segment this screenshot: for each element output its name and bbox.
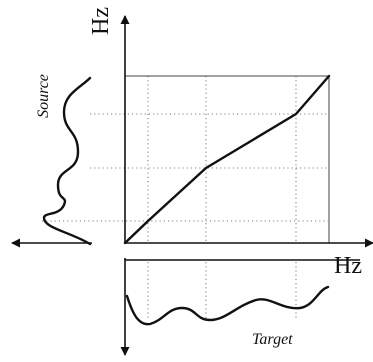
source-label: Source xyxy=(35,74,52,118)
target-spectrum-curve xyxy=(125,285,330,326)
plot-frame xyxy=(125,75,330,243)
target-label: Target xyxy=(252,331,293,348)
y-axis-label: Hz xyxy=(88,7,114,35)
warping-function-curve xyxy=(123,74,331,245)
x-axis-label: Hz xyxy=(334,253,362,279)
grid-lines xyxy=(42,76,328,320)
source-spectrum-curve xyxy=(42,76,92,246)
